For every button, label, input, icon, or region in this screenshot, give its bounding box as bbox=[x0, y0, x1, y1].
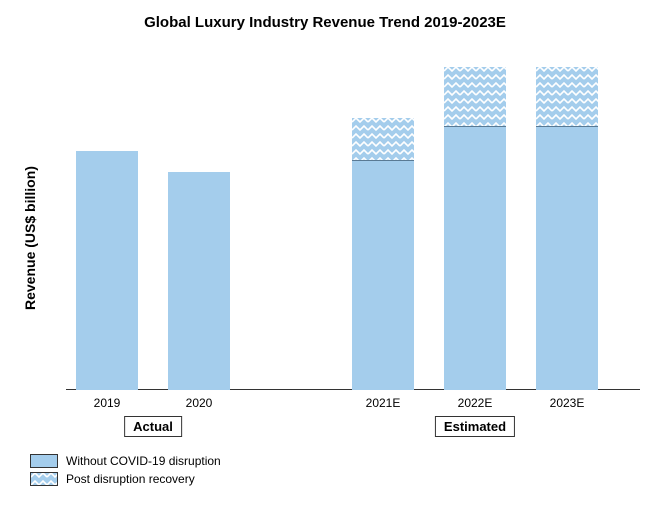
bar bbox=[76, 151, 138, 390]
bar-segment-recovery bbox=[536, 67, 598, 127]
legend-item: Without COVID-19 disruption bbox=[30, 454, 221, 468]
chart-title: Global Luxury Industry Revenue Trend 201… bbox=[0, 14, 650, 31]
bar bbox=[168, 172, 230, 390]
group-label: Actual bbox=[124, 416, 182, 437]
x-tick-label: 2021E bbox=[366, 396, 401, 410]
x-tick-label: 2022E bbox=[458, 396, 493, 410]
bar bbox=[536, 67, 598, 390]
legend-swatch bbox=[30, 454, 58, 468]
x-tick-label: 2019 bbox=[94, 396, 121, 410]
legend-label: Post disruption recovery bbox=[66, 472, 195, 486]
legend-label: Without COVID-19 disruption bbox=[66, 454, 221, 468]
y-axis-label: Revenue (US$ billion) bbox=[22, 166, 38, 310]
bar-segment-recovery bbox=[352, 118, 414, 161]
group-label: Estimated bbox=[435, 416, 515, 437]
bar-segment-recovery bbox=[444, 67, 506, 127]
bar bbox=[444, 67, 506, 390]
bar-segment-base bbox=[536, 127, 598, 391]
x-tick-label: 2023E bbox=[550, 396, 585, 410]
revenue-chart: Global Luxury Industry Revenue Trend 201… bbox=[0, 0, 650, 524]
legend-item: Post disruption recovery bbox=[30, 472, 221, 486]
bar-segment-base bbox=[352, 161, 414, 391]
legend-swatch bbox=[30, 472, 58, 486]
x-tick-label: 2020 bbox=[186, 396, 213, 410]
bar-segment-base bbox=[444, 127, 506, 391]
plot-area bbox=[66, 50, 640, 390]
bar-segment-base bbox=[168, 172, 230, 390]
bar bbox=[352, 118, 414, 390]
bar-segment-base bbox=[76, 151, 138, 390]
legend: Without COVID-19 disruption Post disrupti… bbox=[30, 454, 221, 490]
